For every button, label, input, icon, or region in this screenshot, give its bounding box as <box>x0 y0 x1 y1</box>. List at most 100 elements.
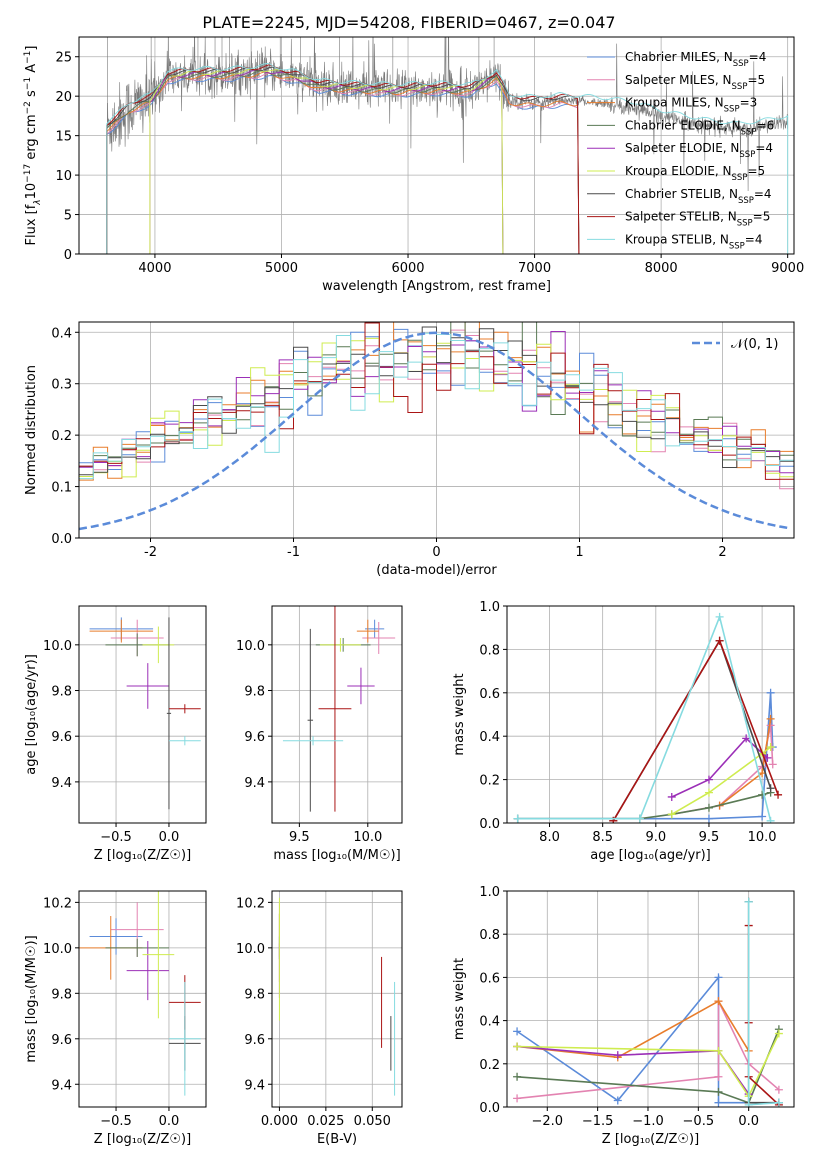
grid <box>79 606 206 823</box>
histogram-salpeter-stelib-line <box>79 322 794 480</box>
x-tick-label: −0.5 <box>100 830 132 845</box>
observed-spectrum-line <box>106 37 788 192</box>
x-axis-label: wavelength [Angstrom, rest frame] <box>322 279 551 294</box>
marker-kroupa-stelib <box>635 814 644 823</box>
x-tick-label: 0.025 <box>307 1114 344 1129</box>
y-tick-label: 0.2 <box>479 774 500 789</box>
model-salpeter-elodie-line <box>149 69 504 254</box>
marker-kroupa-miles <box>766 714 775 723</box>
x-tick-label: 9000 <box>771 261 804 276</box>
y-axis-label-part: s <box>24 90 39 101</box>
model-kroupa-stelib-line <box>106 63 789 254</box>
plot-area <box>513 612 783 823</box>
grid <box>272 606 402 823</box>
y-tick-label: 10 <box>55 169 72 184</box>
x-tick-label: -1 <box>287 545 300 560</box>
marker-salpeter-elodie <box>613 1051 622 1060</box>
legend-suffix: =5 <box>753 210 771 224</box>
marker-chabrier-miles <box>714 1098 723 1107</box>
y-tick-label: 9.6 <box>51 730 72 745</box>
y-tick-label: 9.4 <box>244 1078 265 1093</box>
axes-frame <box>271 890 403 1108</box>
y-tick-label: 10.0 <box>43 942 72 957</box>
marker-salpeter-elodie <box>704 775 713 784</box>
legend-suffix: =5 <box>747 164 765 178</box>
marker-chabrier-elodie <box>704 803 713 812</box>
marker-kroupa-stelib <box>513 814 522 823</box>
y-tick-label: 1.0 <box>479 600 500 615</box>
marker-chabrier-stelib <box>766 784 775 793</box>
x-tick-label: 1 <box>575 545 583 560</box>
x-tick-label: 6000 <box>391 261 424 276</box>
marker-salpeter-elodie <box>667 792 676 801</box>
series-kroupa-miles-line <box>517 1000 750 1059</box>
x-tick-label: −1.0 <box>632 1114 664 1129</box>
chart-age-vs-Z: −0.5 0.0 9.4 9.6 9.8 10.0 Z [log₁₀(Z/Z☉)] age [… <box>24 605 207 863</box>
marker-salpeter-stelib <box>774 790 783 799</box>
y-axis-label-part: −1 <box>23 77 33 90</box>
marker-kroupa-stelib <box>766 816 775 823</box>
series-salpeter-stelib-line <box>612 638 779 822</box>
marker-chabrier-elodie <box>714 1087 723 1096</box>
x-tick-label: 8000 <box>645 261 678 276</box>
marker-chabrier-elodie <box>513 1072 522 1081</box>
y-tick-label: 0.1 <box>51 481 72 496</box>
residual-legend: 𝒩(0, 1) <box>692 337 778 352</box>
series-salpeter-elodie-line <box>517 1045 750 1095</box>
series-salpeter-elodie-line <box>671 737 768 798</box>
y-tick-label: 0.2 <box>51 429 72 444</box>
legend-label-kroupa-stelib: Kroupa STELIB, NSSP=4 <box>625 232 763 251</box>
x-tick-label: 0.0 <box>159 1114 180 1129</box>
series-chabrier-stelib-line <box>747 901 779 1104</box>
legend-label-chabrier-elodie: Chabrier ELODIE, NSSP=6 <box>625 118 774 137</box>
legend-text: Kroupa MILES, N <box>625 96 724 110</box>
plot-area <box>513 897 783 1107</box>
y-tick-label: 0.6 <box>479 687 500 702</box>
y-tick-label: 0.2 <box>479 1058 500 1073</box>
series-salpeter-stelib-line <box>747 925 780 1106</box>
x-tick-label: −0.5 <box>100 1114 132 1129</box>
x-tick-label: 5000 <box>265 261 298 276</box>
marker-chabrier-miles <box>704 814 713 823</box>
legend-sub: SSP <box>741 127 757 137</box>
y-axis-label-part: λ <box>33 199 43 205</box>
axes-frame <box>506 605 795 824</box>
legend-text: Chabrier STELIB, N <box>625 187 738 201</box>
x-tick-label: 2 <box>718 545 726 560</box>
legend-label-salpeter-elodie: Salpeter ELODIE, NSSP=4 <box>625 141 773 160</box>
marker-chabrier-miles <box>758 812 767 821</box>
y-tick-label: 0.0 <box>51 532 72 547</box>
x-tick-label: 10.0 <box>748 830 777 845</box>
x-tick-label: 4000 <box>138 261 171 276</box>
legend-text: Kroupa STELIB, N <box>625 232 729 246</box>
model-chabrier-miles-line <box>106 75 580 254</box>
x-tick-label: 0.0 <box>159 830 180 845</box>
legend-sub: SSP <box>729 241 745 251</box>
y-tick-label: 9.6 <box>51 1033 72 1048</box>
legend-label-salpeter-stelib: Salpeter STELIB, NSSP=5 <box>625 210 770 229</box>
marker-salpeter-elodie <box>742 734 751 743</box>
normal-curve-line <box>79 331 792 531</box>
marker-salpeter-miles <box>513 1094 522 1103</box>
model-chabrier-elodie-line <box>106 70 504 254</box>
y-axis-label: age [log₁₀(age/yr)] <box>24 654 39 775</box>
y-tick-label: 10.0 <box>236 942 265 957</box>
series-kroupa-stelib-line <box>517 614 772 821</box>
marker-kroupa-elodie <box>766 743 775 752</box>
legend-suffix: =5 <box>747 73 765 87</box>
x-tick-label: 7000 <box>518 261 551 276</box>
y-tick-label: 0.8 <box>479 643 500 658</box>
x-tick-label: 8.5 <box>592 830 613 845</box>
y-tick-label: 0.0 <box>479 817 500 832</box>
marker-chabrier-miles <box>613 1096 622 1105</box>
legend-sub: SSP <box>724 105 740 115</box>
y-tick-label: 10.2 <box>236 896 265 911</box>
y-tick-label: 9.8 <box>51 685 72 700</box>
plot-area <box>282 606 396 812</box>
y-tick-label: 1.0 <box>479 885 500 900</box>
y-tick-label: 20 <box>55 90 72 105</box>
x-tick-label: 10.0 <box>353 830 382 845</box>
series-kroupa-elodie-line <box>671 746 772 815</box>
